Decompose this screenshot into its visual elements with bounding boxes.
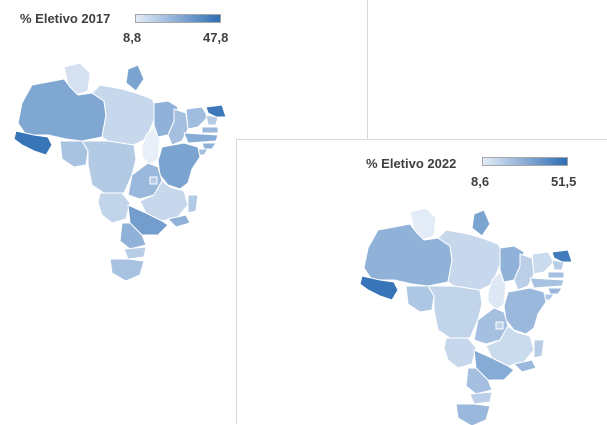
brazil-map-2022 [359,207,573,425]
state-df [495,321,504,330]
state-ms [443,337,477,369]
state-rs [109,258,145,282]
state-am [17,78,107,142]
state-ac [13,130,53,156]
legend-max-label: 51,5 [551,174,577,189]
state-ce [185,106,209,130]
panel-title: % Eletivo 2017 [20,11,111,26]
state-pr [465,367,493,395]
state-rj [167,214,191,228]
state-pb [547,271,565,279]
state-es [533,339,545,359]
state-df [149,176,158,185]
state-mt [427,285,483,339]
divider-horizontal [236,139,607,140]
state-es [187,194,199,214]
state-sc [469,391,493,405]
state-pe [529,277,565,289]
state-mg [139,180,189,222]
state-pr [119,222,147,250]
legend-min-label: 8,6 [471,174,490,189]
state-mt [81,140,137,194]
state-ap [471,209,491,237]
state-ce-ne [551,249,573,263]
legend-gradient-bar [482,157,568,166]
state-pe [183,132,219,144]
state-am [363,223,453,287]
divider-vertical-top [367,0,368,140]
state-al [201,142,217,150]
state-sc [123,246,147,260]
legend-min-label: 8,8 [123,30,142,45]
state-ce [531,251,555,275]
legend-gradient-bar [135,14,221,23]
state-mg [485,325,535,367]
state-rs [455,403,491,425]
state-ap [125,64,145,92]
state-ce-ne [205,104,227,118]
state-rj [513,359,537,373]
state-pb [201,126,219,134]
legend-max-label: 47,8 [203,30,229,45]
brazil-map-2017 [13,62,227,282]
state-ac [359,275,399,301]
divider-vertical-bottom [236,139,237,424]
state-al [547,287,563,295]
panel-title: % Eletivo 2022 [366,156,457,171]
state-ms [97,192,131,224]
